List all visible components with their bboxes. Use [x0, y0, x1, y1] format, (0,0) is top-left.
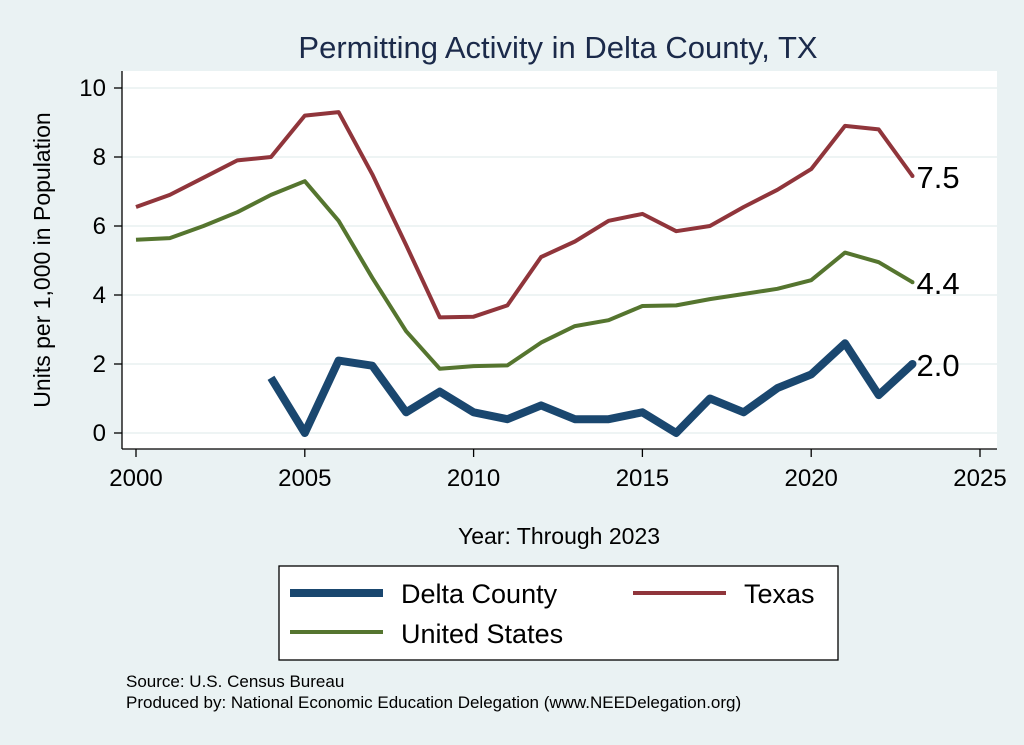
y-tick-label-6: 6 [93, 213, 106, 240]
end-label-texas: 7.5 [916, 160, 959, 195]
x-tick-label-2020: 2020 [785, 465, 838, 492]
y-tick-label-2: 2 [93, 351, 106, 378]
series-end-labels: 2.0 7.5 4.4 [916, 160, 959, 383]
end-label-united-states: 4.4 [916, 266, 959, 301]
y-tick-label-10: 10 [79, 75, 106, 102]
y-tick-label-4: 4 [93, 282, 106, 309]
legend-box [278, 565, 839, 661]
chart-title: Permitting Activity in Delta County, TX [298, 30, 817, 65]
source-note: Source: U.S. Census Bureau [126, 672, 344, 691]
y-axis-ticks: 0 2 4 6 8 10 [79, 75, 122, 447]
y-tick-label-8: 8 [93, 144, 106, 171]
x-axis-ticks: 2000 2005 2010 2015 2020 2025 [109, 449, 1007, 492]
end-label-delta-county: 2.0 [916, 348, 959, 383]
producer-note: Produced by: National Economic Education… [126, 693, 741, 712]
series-line-delta-county [267, 339, 916, 437]
series-end-point-united-states [910, 280, 915, 285]
legend: Delta County Texas United States [278, 565, 839, 661]
x-axis-title: Year: Through 2023 [458, 523, 660, 549]
plot-area [122, 71, 997, 449]
x-tick-label-2000: 2000 [109, 465, 162, 492]
series-line-united-states [135, 179, 914, 371]
y-tick-label-0: 0 [93, 420, 106, 447]
y-axis-title: Units per 1,000 in Population [29, 112, 55, 407]
legend-label-texas: Texas [744, 579, 815, 609]
series-lines [135, 110, 917, 437]
series-end-point-texas [910, 173, 915, 178]
series-line-texas [135, 110, 915, 320]
legend-label-delta-county: Delta County [401, 579, 558, 609]
x-tick-label-2015: 2015 [616, 465, 669, 492]
legend-label-united-states: United States [401, 619, 563, 649]
x-tick-label-2010: 2010 [447, 465, 500, 492]
x-tick-label-2005: 2005 [278, 465, 331, 492]
series-end-point-delta-county [908, 360, 917, 368]
x-tick-label-2025: 2025 [953, 465, 1006, 492]
